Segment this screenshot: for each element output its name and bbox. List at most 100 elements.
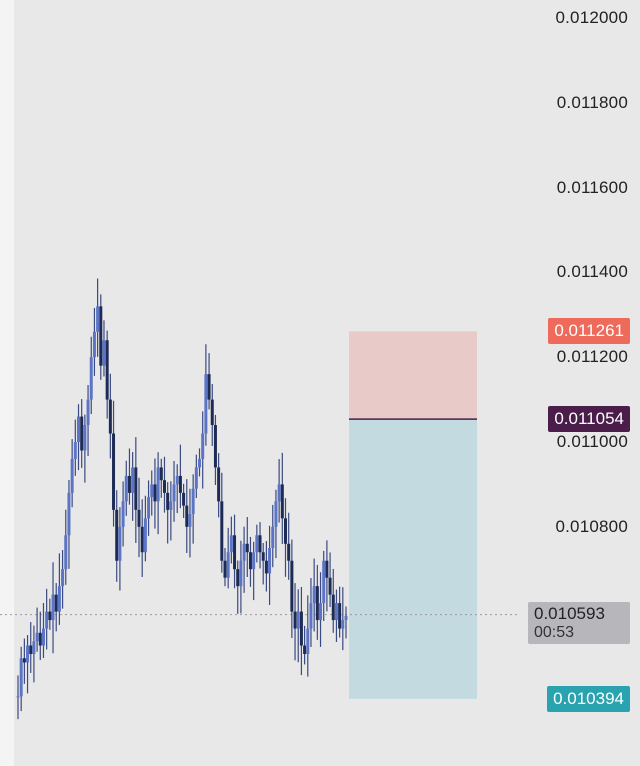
candle-body bbox=[143, 518, 147, 553]
price-axis-tick: 0.012000 bbox=[555, 8, 628, 27]
candle-body bbox=[134, 467, 138, 510]
candle-body bbox=[248, 552, 252, 570]
candle-body bbox=[67, 492, 71, 536]
candle-body bbox=[341, 620, 345, 629]
candle-body bbox=[194, 467, 198, 489]
candle-body bbox=[226, 552, 230, 578]
candle-body bbox=[185, 505, 189, 527]
candle-body bbox=[217, 467, 221, 502]
candle-body bbox=[245, 543, 249, 553]
candle-body bbox=[112, 433, 116, 510]
candle-body bbox=[255, 535, 259, 553]
candle-body bbox=[204, 374, 208, 434]
candle-body bbox=[331, 594, 335, 621]
candle-body bbox=[83, 425, 87, 451]
candle-body bbox=[166, 492, 170, 510]
candle-body bbox=[201, 433, 205, 459]
candle-body bbox=[105, 340, 109, 400]
price-axis-tick: 0.011400 bbox=[556, 262, 628, 282]
candle-body bbox=[325, 560, 329, 578]
candle-body bbox=[61, 569, 65, 587]
price-axis-tick: 0.011200 bbox=[556, 347, 628, 367]
candle-body bbox=[159, 467, 163, 481]
candle-body bbox=[150, 484, 154, 498]
candle-body bbox=[35, 632, 39, 642]
current-price-tag: 0.010593 00:53 bbox=[528, 601, 630, 644]
candle-body bbox=[80, 416, 84, 451]
candle-body bbox=[258, 535, 262, 553]
candle-body bbox=[319, 603, 323, 621]
candle-body bbox=[38, 632, 42, 646]
candle-body bbox=[229, 535, 233, 553]
candle-body bbox=[127, 475, 131, 493]
candle-body bbox=[45, 611, 49, 629]
current-price-value: 0.010593 bbox=[534, 603, 605, 623]
candle-body bbox=[309, 603, 313, 629]
candle-body bbox=[162, 480, 166, 493]
candle-body bbox=[242, 543, 246, 561]
candle-body bbox=[233, 535, 237, 570]
risk-zone[interactable] bbox=[349, 331, 477, 420]
candle-body bbox=[182, 492, 186, 506]
candle-body bbox=[77, 416, 81, 442]
candle-body bbox=[108, 399, 112, 434]
candle-body bbox=[290, 560, 294, 612]
price-axis-tick: 0.010800 bbox=[555, 516, 628, 536]
candle-body bbox=[261, 552, 265, 561]
candle-body bbox=[131, 467, 135, 493]
candle-body bbox=[264, 560, 268, 574]
price-axis-tick: 0.011000 bbox=[556, 432, 628, 451]
candle-body bbox=[213, 425, 217, 468]
candle-body bbox=[220, 501, 224, 561]
candle-body bbox=[16, 696, 20, 698]
candle-body bbox=[153, 484, 157, 502]
price-axis-tick: 0.011800 bbox=[556, 92, 628, 112]
candle-body bbox=[89, 357, 93, 400]
candle-body bbox=[64, 535, 68, 570]
candle-body bbox=[32, 641, 36, 654]
reward-zone[interactable] bbox=[349, 419, 477, 699]
candle-body bbox=[22, 658, 26, 663]
candle-body bbox=[198, 458, 202, 468]
candle-body bbox=[169, 501, 173, 510]
candle-body bbox=[51, 594, 55, 621]
candle-body bbox=[296, 611, 300, 629]
candle-body bbox=[121, 501, 125, 527]
candle-body bbox=[118, 526, 122, 561]
candle-body bbox=[239, 560, 243, 587]
candle-body bbox=[86, 399, 90, 426]
candle-body bbox=[312, 586, 316, 604]
candle-body bbox=[303, 645, 307, 654]
candle-body bbox=[252, 552, 256, 570]
candle-body bbox=[102, 340, 106, 366]
candle-body bbox=[223, 560, 227, 578]
candle-body bbox=[41, 628, 45, 646]
candle-body bbox=[124, 475, 128, 502]
candle-body bbox=[210, 399, 214, 426]
candle-body bbox=[315, 586, 319, 621]
candle-body bbox=[70, 458, 74, 493]
candle-body bbox=[48, 611, 52, 621]
candle-body bbox=[334, 603, 338, 621]
candle-body bbox=[140, 526, 144, 553]
candle-body bbox=[338, 603, 342, 629]
stop-loss-price-tag: 0.011261 bbox=[548, 318, 630, 345]
candle-body bbox=[191, 488, 195, 515]
candle-body bbox=[207, 374, 211, 400]
candle-body bbox=[293, 611, 297, 629]
candle-body bbox=[147, 497, 151, 519]
candle-body bbox=[92, 331, 96, 358]
candle-body bbox=[26, 645, 30, 663]
candle-body bbox=[96, 306, 100, 332]
candle-body bbox=[54, 594, 58, 612]
candle-body bbox=[268, 548, 272, 574]
candle-body bbox=[156, 467, 160, 502]
candle-body bbox=[73, 442, 77, 459]
candle-body bbox=[271, 526, 275, 548]
candle-body bbox=[283, 518, 287, 544]
candle-body bbox=[344, 615, 348, 621]
candle-body bbox=[322, 560, 326, 604]
candle-body bbox=[299, 611, 303, 646]
